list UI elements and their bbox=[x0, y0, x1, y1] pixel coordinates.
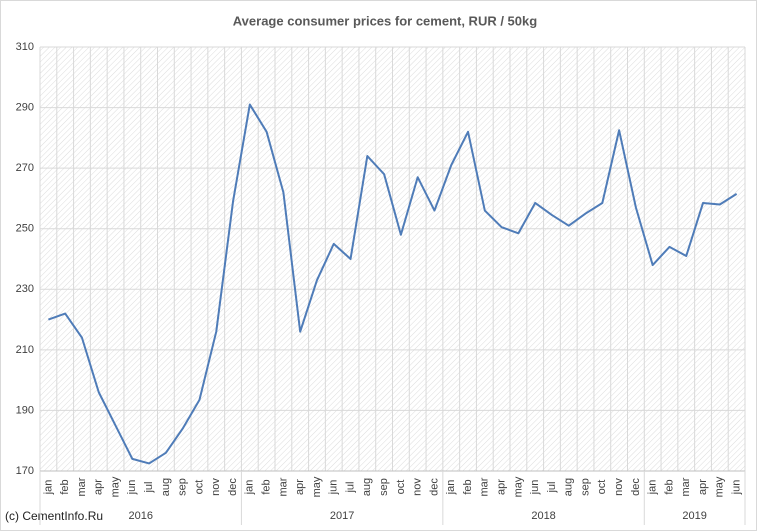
x-tick-label: nov bbox=[412, 478, 424, 496]
y-tick-label: 190 bbox=[16, 404, 34, 416]
x-tick-label: aug bbox=[361, 478, 373, 496]
x-tick-label: jul bbox=[143, 481, 155, 493]
x-tick-label: dec bbox=[227, 478, 239, 496]
x-tick-label: mar bbox=[479, 477, 491, 496]
year-label: 2019 bbox=[682, 510, 706, 522]
x-tick-label: nov bbox=[210, 478, 222, 496]
x-tick-label: apr bbox=[294, 479, 306, 495]
x-tick-label: dec bbox=[630, 478, 642, 496]
x-tick-label: jun bbox=[328, 480, 340, 496]
y-tick-label: 210 bbox=[16, 344, 34, 356]
y-tick-label: 290 bbox=[16, 101, 34, 113]
x-tick-label: sep bbox=[579, 478, 591, 496]
x-tick-label: jan bbox=[647, 480, 659, 496]
x-tick-label: feb bbox=[261, 479, 273, 494]
y-tick-label: 270 bbox=[16, 162, 34, 174]
x-tick-label: oct bbox=[596, 480, 608, 495]
y-tick-label: 230 bbox=[16, 283, 34, 295]
x-tick-label: may bbox=[714, 476, 726, 497]
x-tick-label: aug bbox=[160, 478, 172, 496]
x-tick-label: jun bbox=[529, 480, 541, 496]
x-tick-label: mar bbox=[680, 477, 692, 496]
x-tick-label: aug bbox=[563, 478, 575, 496]
x-tick-label: apr bbox=[496, 479, 508, 495]
x-tick-label: oct bbox=[193, 480, 205, 495]
x-tick-label: may bbox=[512, 476, 524, 497]
y-tick-label: 310 bbox=[16, 41, 34, 53]
x-tick-label: jan bbox=[244, 480, 256, 496]
y-tick-label: 250 bbox=[16, 223, 34, 235]
x-tick-label: jan bbox=[445, 480, 457, 496]
y-tick-label: 170 bbox=[16, 465, 34, 477]
year-label: 2018 bbox=[531, 510, 555, 522]
x-tick-label: jul bbox=[546, 481, 558, 493]
x-tick-label: mar bbox=[277, 477, 289, 496]
x-tick-label: feb bbox=[663, 479, 675, 494]
year-label: 2017 bbox=[330, 510, 354, 522]
x-tick-label: jun bbox=[731, 480, 743, 496]
x-tick-label: apr bbox=[93, 479, 105, 495]
x-tick-label: may bbox=[311, 476, 323, 497]
footer: (c) CementInfo.Ru bbox=[5, 509, 103, 523]
x-tick-label: apr bbox=[697, 479, 709, 495]
line-series bbox=[48, 103, 738, 465]
x-tick-label: dec bbox=[428, 478, 440, 496]
x-tick-label: oct bbox=[395, 480, 407, 495]
x-tick-label: sep bbox=[177, 478, 189, 496]
x-tick-label: nov bbox=[613, 478, 625, 496]
chart-title: Average consumer prices for cement, RUR … bbox=[233, 13, 537, 28]
x-tick-label: mar bbox=[76, 477, 88, 496]
x-tick-label: feb bbox=[462, 479, 474, 494]
x-tick-label: jul bbox=[344, 481, 356, 493]
x-tick-label: sep bbox=[378, 478, 390, 496]
year-label: 2016 bbox=[128, 510, 152, 522]
x-tick-label: feb bbox=[59, 479, 71, 494]
x-tick-label: jun bbox=[126, 480, 138, 496]
x-tick-label: may bbox=[109, 476, 121, 497]
x-tick-label: jan bbox=[42, 480, 54, 496]
